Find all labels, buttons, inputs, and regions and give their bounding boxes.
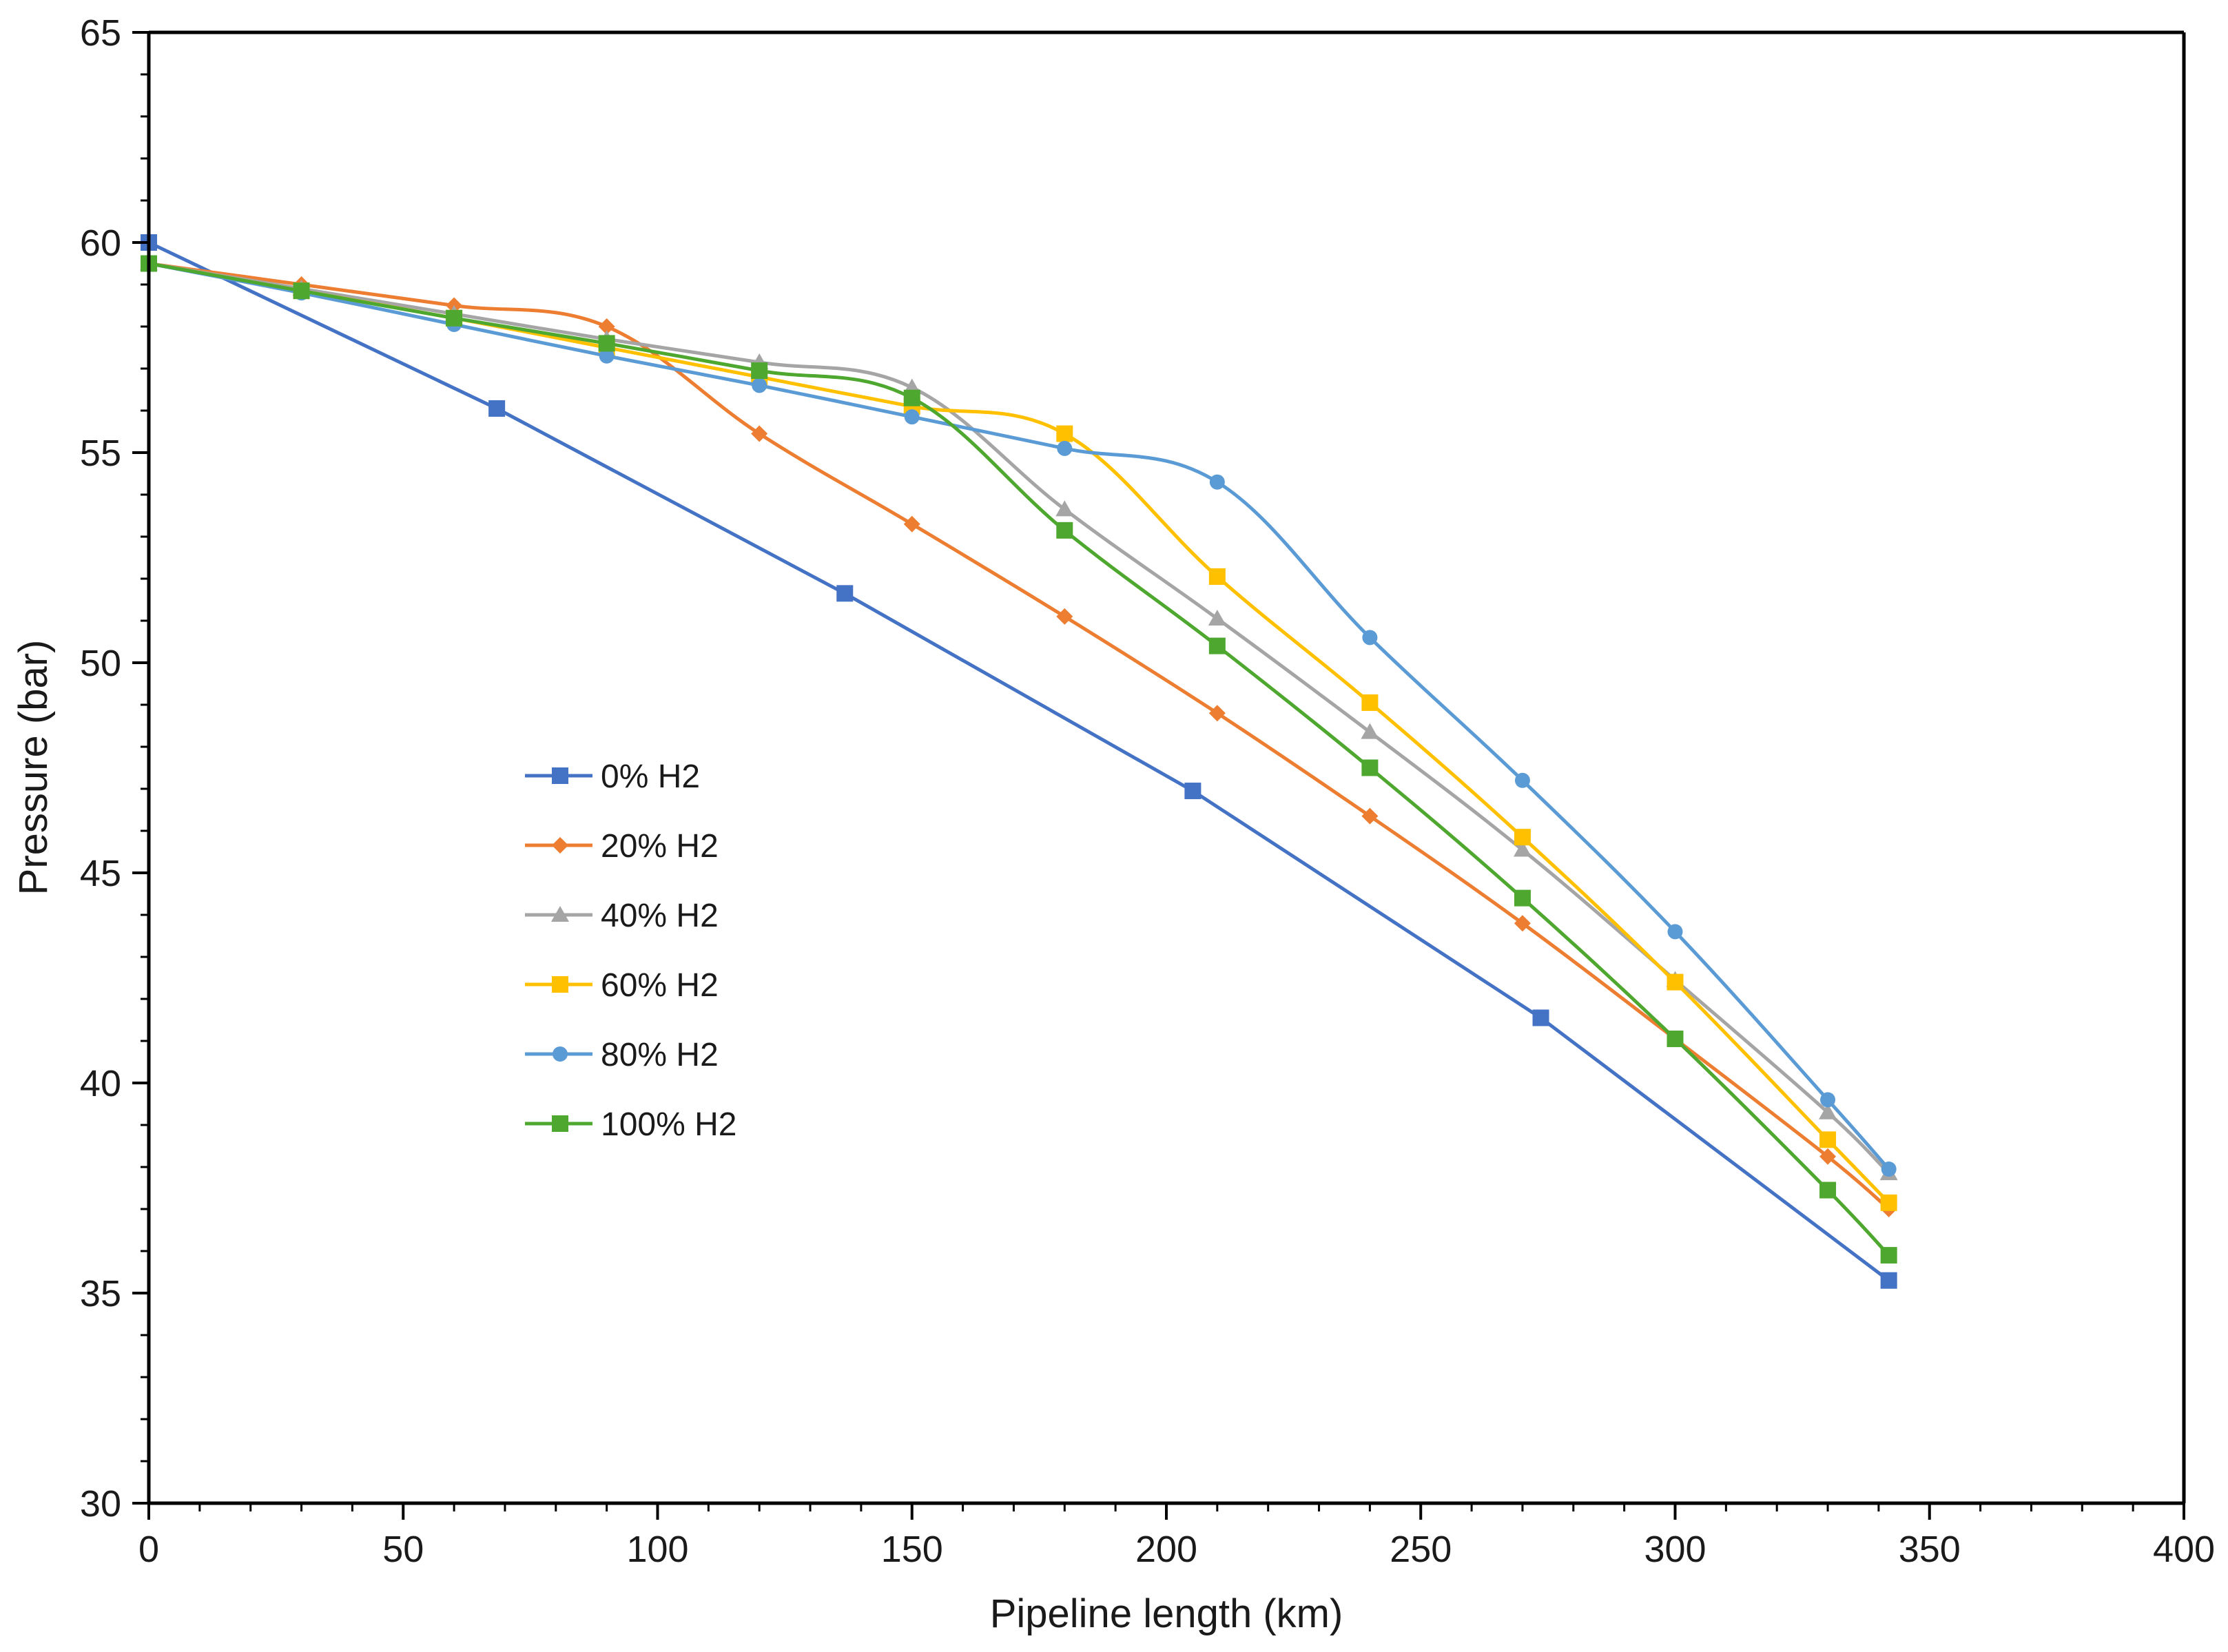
data-point: [751, 425, 768, 442]
y-tick-label: 60: [80, 223, 121, 264]
data-point: [1514, 772, 1530, 788]
x-tick-label: 250: [1390, 1529, 1452, 1570]
data-point: [1361, 694, 1379, 711]
data-point: [599, 348, 615, 364]
y-tick-label: 30: [80, 1483, 121, 1525]
legend-entry: 0% H2: [525, 758, 700, 795]
data-point: [488, 400, 506, 417]
data-point: [836, 585, 854, 602]
legend-entry: 60% H2: [525, 967, 719, 1004]
x-axis-title: Pipeline length (km): [990, 1591, 1343, 1636]
y-tick-label: 65: [80, 12, 121, 54]
data-point: [752, 378, 767, 393]
data-point: [1361, 807, 1379, 825]
data-point: [1513, 840, 1531, 857]
legend-marker: [553, 1046, 568, 1062]
legend-label: 100% H2: [601, 1106, 736, 1143]
data-point: [1819, 1181, 1837, 1199]
data-point: [1056, 608, 1073, 625]
y-tick-label: 55: [80, 433, 121, 474]
data-point: [1362, 630, 1378, 646]
data-point: [903, 515, 920, 533]
x-tick-label: 350: [1899, 1529, 1961, 1570]
y-tick-label: 40: [80, 1063, 121, 1104]
data-point: [751, 362, 768, 380]
legend-marker: [552, 976, 568, 993]
x-tick-label: 300: [1644, 1529, 1706, 1570]
legend-entry: 20% H2: [525, 828, 719, 865]
data-point: [1819, 1148, 1837, 1165]
data-point: [1055, 500, 1074, 517]
x-tick-label: 50: [382, 1529, 424, 1570]
legend: 0% H2 20% H2 40% H2 60% H2 80% H2 100% H2: [525, 758, 736, 1143]
data-point: [1514, 829, 1531, 846]
legend-marker: [552, 1115, 568, 1132]
plot-area: [149, 32, 2184, 1503]
legend-label: 20% H2: [601, 828, 719, 865]
data-point: [1667, 1030, 1684, 1047]
data-point: [598, 335, 615, 352]
data-point: [1184, 783, 1201, 800]
data-point: [293, 282, 310, 300]
data-point: [1361, 723, 1379, 739]
data-point: [1056, 425, 1073, 442]
legend-entry: 100% H2: [525, 1106, 736, 1143]
series-0-h2: [141, 234, 1897, 1289]
data-point: [1208, 705, 1226, 722]
data-point: [1208, 637, 1226, 654]
data-point: [598, 318, 615, 335]
legend-label: 40% H2: [601, 898, 719, 934]
data-point: [1208, 568, 1226, 585]
data-point: [446, 309, 463, 327]
data-point: [1880, 1272, 1897, 1289]
x-tick-label: 200: [1135, 1529, 1197, 1570]
data-point: [1667, 973, 1684, 991]
y-axis-title: Pressure (bar): [11, 640, 56, 896]
data-point: [1056, 522, 1073, 539]
x-tick-label: 0: [138, 1529, 159, 1570]
data-point: [1667, 924, 1683, 940]
x-tick-label: 100: [626, 1529, 688, 1570]
data-point: [1208, 609, 1226, 626]
legend-marker: [552, 767, 568, 784]
data-point: [1057, 440, 1073, 456]
data-point: [1514, 915, 1531, 932]
data-point: [1532, 1009, 1549, 1026]
legend-marker: [552, 837, 568, 854]
y-tick-label: 50: [80, 643, 121, 684]
y-tick-label: 45: [80, 853, 121, 894]
legend-label: 60% H2: [601, 967, 719, 1004]
x-tick-label: 150: [881, 1529, 943, 1570]
axis-layer: 0 50 100 150 200 250 300 350 400 30 35 40 45 50 55 60 65: [80, 12, 2215, 1570]
data-point: [1880, 1194, 1897, 1211]
y-tick-label: 35: [80, 1273, 121, 1314]
legend-entry: 80% H2: [525, 1037, 719, 1073]
data-point: [1209, 474, 1225, 490]
data-point: [903, 389, 920, 406]
series-line: [147, 240, 1890, 1282]
data-point: [1361, 759, 1379, 776]
data-point: [1514, 889, 1531, 907]
data-point: [1819, 1103, 1837, 1119]
data-point: [904, 409, 920, 425]
x-tick-label: 400: [2153, 1529, 2215, 1570]
data-point: [1881, 1161, 1897, 1177]
legend-label: 80% H2: [601, 1037, 719, 1073]
data-point: [1819, 1131, 1837, 1148]
legend-entry: 40% H2: [525, 898, 719, 934]
legend-marker: [551, 906, 569, 922]
data-point: [1820, 1092, 1836, 1108]
legend-label: 0% H2: [601, 758, 700, 795]
data-point: [1880, 1247, 1897, 1264]
